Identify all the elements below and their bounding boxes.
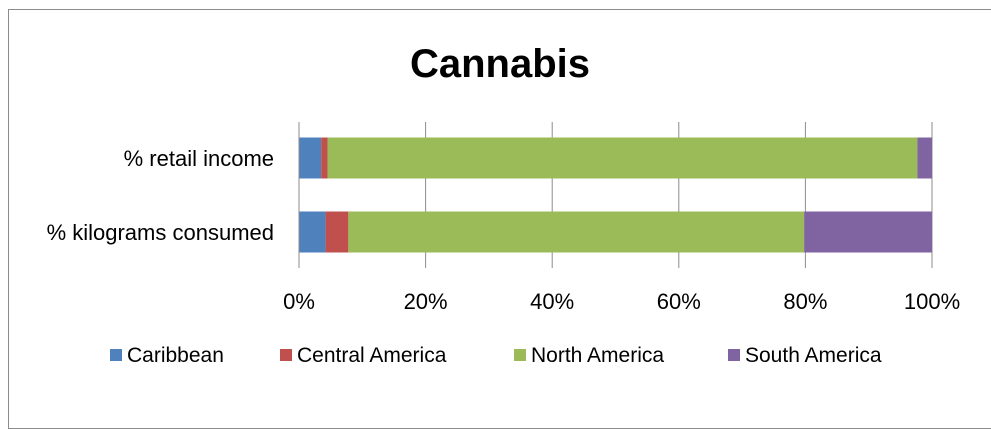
bars	[299, 137, 932, 253]
bar-segment	[321, 137, 328, 179]
x-tick-label: 20%	[404, 289, 448, 314]
x-tick-label: 60%	[657, 289, 701, 314]
bar-segment	[917, 137, 932, 179]
x-tick-label: 0%	[283, 289, 315, 314]
legend-label: Central America	[297, 344, 447, 367]
legend-label: Caribbean	[127, 344, 224, 367]
x-tick-label: 80%	[783, 289, 827, 314]
legend-swatch	[110, 349, 122, 361]
category-label: % kilograms consumed	[47, 220, 274, 245]
bar-segment	[327, 137, 918, 179]
bar-segment	[325, 211, 349, 253]
bar-segment	[299, 211, 326, 253]
chart-title: Cannabis	[410, 42, 590, 86]
bar-segment	[299, 137, 322, 179]
legend-swatch	[728, 349, 740, 361]
legend: Caribbean Central America North America Sou…	[110, 344, 882, 367]
legend-swatch	[514, 349, 526, 361]
bar-segment	[804, 211, 932, 253]
legend-label: South America	[745, 344, 882, 367]
legend-label: North America	[531, 344, 664, 367]
legend-swatch	[280, 349, 292, 361]
axes: 0% 20% 40% 60% 80% 100% % retail income % kilog…	[47, 122, 960, 314]
chart-canvas: Cannabis 0% 20% 40% 60% 80% 100% % retail inco…	[47, 42, 961, 367]
x-tick-label: 100%	[904, 289, 960, 314]
bar-segment	[348, 211, 805, 253]
x-tick-label: 40%	[530, 289, 574, 314]
category-label: % retail income	[124, 146, 274, 171]
